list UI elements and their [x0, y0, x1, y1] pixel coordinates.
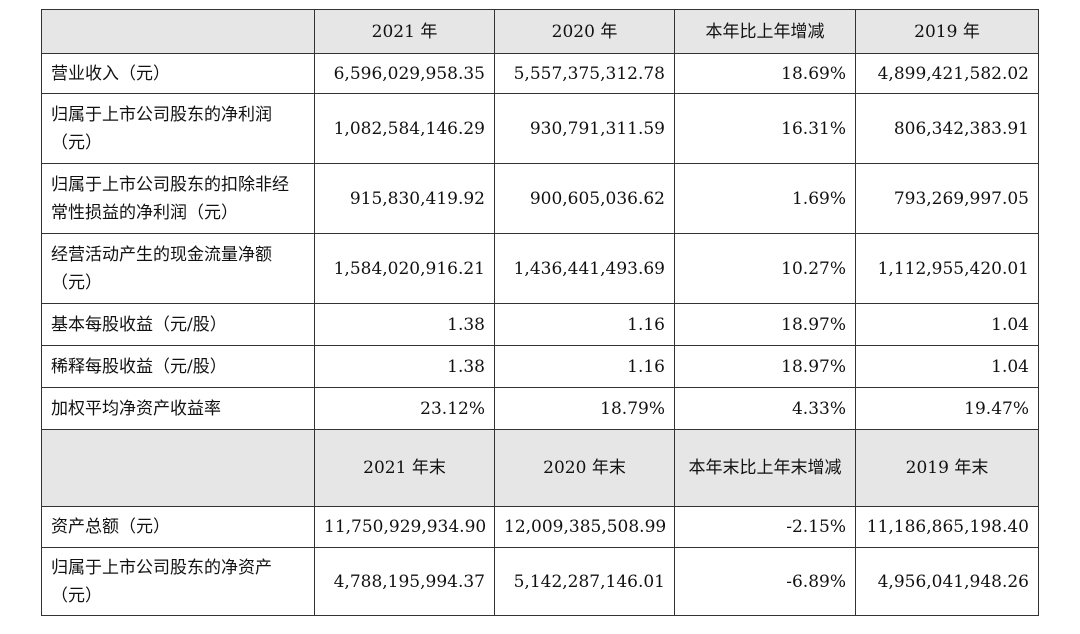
row-label: 经营活动产生的现金流量净额（元） [41, 233, 315, 304]
value-2021: 1,082,584,146.29 [314, 93, 495, 164]
table-row: 归属于上市公司股东的净利润（元） 1,082,584,146.29 930,79… [41, 93, 1039, 164]
table-row: 经营活动产生的现金流量净额（元） 1,584,020,916.21 1,436,… [41, 233, 1039, 304]
row-label: 归属于上市公司股东的净利润（元） [41, 93, 315, 164]
value-2021: 915,830,419.92 [314, 163, 495, 234]
table-row: 营业收入（元） 6,596,029,958.35 5,557,375,312.7… [41, 53, 1039, 94]
value-2020: 1,436,441,493.69 [494, 233, 675, 304]
value-2021: 1.38 [314, 303, 495, 346]
value-2021: 1.38 [314, 345, 495, 388]
header-row: 2021 年末 2020 年末 本年末比上年末增减 2019 年末 [41, 429, 1039, 507]
header-cell-empty [41, 9, 315, 54]
value-2019: 19.47% [855, 387, 1039, 430]
value-2019-end: 4,956,041,948.26 [855, 547, 1039, 616]
header-cell-yoy-change: 本年比上年增减 [674, 9, 856, 54]
value-2020: 5,557,375,312.78 [494, 53, 675, 94]
table-row: 归属于上市公司股东的净资产（元） 4,788,195,994.37 5,142,… [41, 547, 1039, 616]
table-row: 归属于上市公司股东的扣除非经常性损益的净利润（元） 915,830,419.92… [41, 163, 1039, 234]
financial-indicators-table: 2021 年 2020 年 本年比上年增减 2019 年 营业收入（元） 6,5… [41, 9, 1039, 616]
value-2021-end: 4,788,195,994.37 [314, 547, 495, 616]
value-2020-end: 5,142,287,146.01 [494, 547, 675, 616]
value-2021: 23.12% [314, 387, 495, 430]
header-cell-2021-end: 2021 年末 [314, 429, 495, 507]
value-change: 4.33% [674, 387, 856, 430]
value-2019: 1,112,955,420.01 [855, 233, 1039, 304]
row-label: 资产总额（元） [41, 506, 315, 548]
value-2020: 18.79% [494, 387, 675, 430]
table-row: 资产总额（元） 11,750,929,934.90 12,009,385,508… [41, 506, 1039, 548]
header-cell-yoy-change-end: 本年末比上年末增减 [674, 429, 856, 507]
value-change: -2.15% [674, 506, 856, 548]
value-change: 1.69% [674, 163, 856, 234]
header-cell-2020-end: 2020 年末 [494, 429, 675, 507]
table-row: 加权平均净资产收益率 23.12% 18.79% 4.33% 19.47% [41, 387, 1039, 430]
value-change: 16.31% [674, 93, 856, 164]
value-2020: 1.16 [494, 345, 675, 388]
value-change: 18.69% [674, 53, 856, 94]
value-2020: 930,791,311.59 [494, 93, 675, 164]
table-row: 稀释每股收益（元/股） 1.38 1.16 18.97% 1.04 [41, 345, 1039, 388]
value-change: -6.89% [674, 547, 856, 616]
header-cell-2019-end: 2019 年末 [855, 429, 1039, 507]
value-2021: 1,584,020,916.21 [314, 233, 495, 304]
value-2020: 900,605,036.62 [494, 163, 675, 234]
value-2020-end: 12,009,385,508.99 [494, 506, 675, 548]
table-row: 基本每股收益（元/股） 1.38 1.16 18.97% 1.04 [41, 303, 1039, 346]
value-2019: 1.04 [855, 345, 1039, 388]
value-2019: 806,342,383.91 [855, 93, 1039, 164]
row-label: 加权平均净资产收益率 [41, 387, 315, 430]
value-2021-end: 11,750,929,934.90 [314, 506, 495, 548]
value-2019-end: 11,186,865,198.40 [855, 506, 1039, 548]
row-label: 基本每股收益（元/股） [41, 303, 315, 346]
header-cell-2019: 2019 年 [855, 9, 1039, 54]
value-2021: 6,596,029,958.35 [314, 53, 495, 94]
value-2019: 1.04 [855, 303, 1039, 346]
row-label: 营业收入（元） [41, 53, 315, 94]
value-change: 18.97% [674, 303, 856, 346]
header-cell-2021: 2021 年 [314, 9, 495, 54]
header-cell-empty [41, 429, 315, 507]
header-cell-2020: 2020 年 [494, 9, 675, 54]
value-change: 10.27% [674, 233, 856, 304]
row-label: 归属于上市公司股东的扣除非经常性损益的净利润（元） [41, 163, 315, 234]
value-2020: 1.16 [494, 303, 675, 346]
value-2019: 793,269,997.05 [855, 163, 1039, 234]
row-label: 归属于上市公司股东的净资产（元） [41, 547, 315, 616]
row-label: 稀释每股收益（元/股） [41, 345, 315, 388]
header-row: 2021 年 2020 年 本年比上年增减 2019 年 [41, 9, 1039, 54]
value-change: 18.97% [674, 345, 856, 388]
value-2019: 4,899,421,582.02 [855, 53, 1039, 94]
